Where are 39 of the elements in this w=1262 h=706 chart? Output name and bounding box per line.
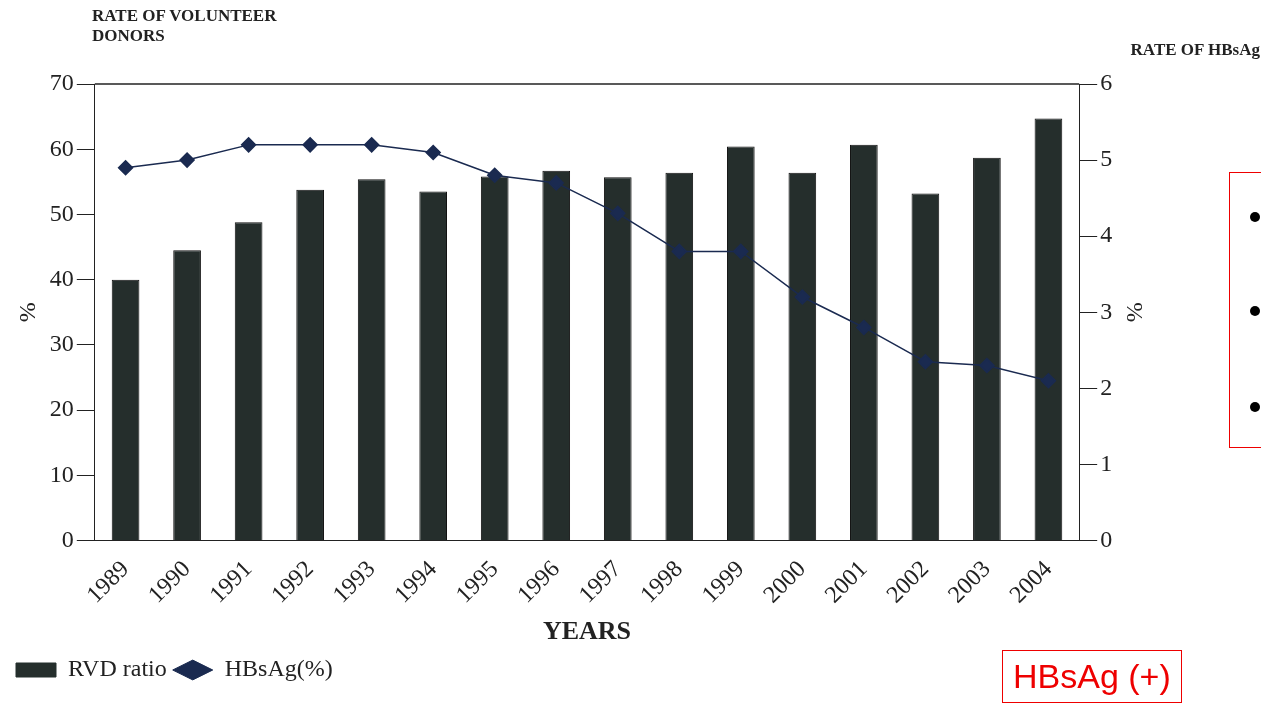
y2-tick-label: 2	[1100, 373, 1113, 400]
y2-tick-label: 5	[1100, 145, 1113, 172]
y-axis-title: %	[13, 302, 40, 323]
point	[363, 137, 380, 153]
y2-tick-label: 3	[1100, 297, 1113, 324]
point	[302, 137, 318, 153]
y2-axis-title: %	[1122, 302, 1149, 323]
point	[240, 137, 257, 153]
legend-label: HBsAg(%)	[224, 655, 333, 682]
y-tick-label: 10	[49, 460, 74, 487]
text: HBsAg (+)	[1002, 650, 1182, 703]
point	[794, 289, 811, 305]
point	[1040, 372, 1057, 389]
y2-tick-label: 6	[1100, 69, 1113, 96]
y2-tick-label: 0	[1100, 525, 1113, 552]
y-tick-label: 20	[49, 395, 74, 422]
legend-label: RVD ratio	[68, 655, 167, 682]
y-tick-label: 60	[49, 134, 74, 161]
y-tick-label: 50	[49, 199, 74, 226]
point	[733, 243, 749, 260]
x-axis-title: YEARS	[542, 616, 632, 646]
point	[856, 319, 872, 336]
y-tick-label: 30	[49, 330, 74, 357]
point	[179, 152, 195, 168]
text: RATE OF HBsAg	[1130, 40, 1260, 60]
point	[425, 144, 441, 161]
text: RATE OF VOLUNTEER DONORS	[92, 6, 278, 46]
point	[610, 205, 626, 222]
point	[917, 353, 934, 370]
y2-tick-label: 4	[1100, 221, 1113, 248]
point	[671, 243, 688, 260]
point	[117, 159, 134, 176]
point	[486, 167, 503, 184]
point	[548, 175, 564, 191]
y-tick-label: 70	[49, 69, 74, 96]
y-tick-label: 0	[61, 525, 74, 552]
y2-tick-label: 1	[1100, 449, 1113, 476]
point	[979, 357, 995, 374]
y-tick-label: 40	[49, 264, 74, 291]
